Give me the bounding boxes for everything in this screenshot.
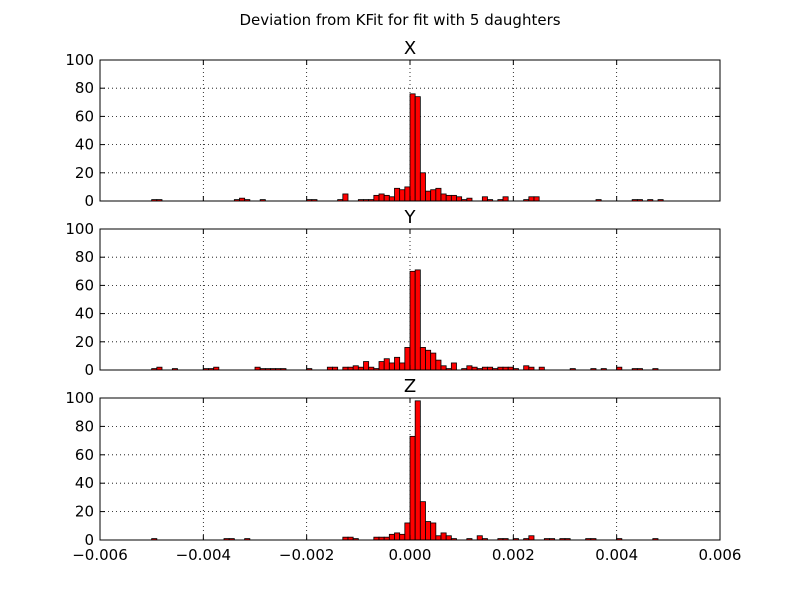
histogram-bar [445, 194, 452, 202]
histogram-bar [528, 535, 535, 541]
histogram-bar [409, 270, 416, 371]
y-tick-label: 100 [65, 51, 94, 69]
panel-title: Y [404, 207, 417, 228]
histogram-bar [430, 522, 437, 541]
histogram-bar [404, 186, 411, 202]
y-tick-label: 40 [75, 136, 94, 154]
histogram-bar [440, 532, 447, 541]
histogram-bar [414, 96, 421, 202]
histogram-bar [388, 362, 395, 371]
histogram-bar [388, 533, 395, 541]
y-tick-label: 20 [75, 503, 94, 521]
histogram-bar [450, 194, 457, 202]
histogram-bar [456, 196, 463, 202]
histogram-bar [414, 269, 421, 371]
histogram-bar [409, 93, 416, 202]
y-tick-label: 40 [75, 474, 94, 492]
x-tick-label: 0.002 [492, 546, 535, 564]
histogram-bar [399, 189, 406, 202]
histogram-bar [404, 522, 411, 541]
histogram-bar [445, 535, 452, 541]
y-tick-label: 80 [75, 417, 94, 435]
histogram-bar [383, 194, 390, 202]
histogram-bar [502, 196, 509, 202]
histogram-bar [378, 193, 385, 202]
x-tick-label: −0.006 [72, 546, 128, 564]
histogram-bar [450, 362, 457, 371]
x-tick-label: 0.000 [389, 546, 432, 564]
histogram-bar [466, 365, 473, 371]
histogram-bar [373, 194, 380, 202]
histogram-bar [394, 187, 401, 202]
y-tick-label: 60 [75, 446, 94, 464]
histogram-bar [425, 349, 432, 371]
histogram-bar [435, 187, 442, 202]
y-tick-label: 60 [75, 107, 94, 125]
histogram-bar [399, 362, 406, 371]
y-tick-label: 0 [84, 192, 94, 210]
histogram-bar [533, 196, 540, 202]
histogram-bar [425, 521, 432, 541]
histogram-bar [414, 400, 421, 541]
histogram-bar [419, 172, 426, 202]
histogram-bar [425, 190, 432, 202]
y-tick-label: 20 [75, 333, 94, 351]
histogram-bar [476, 535, 483, 541]
histogram-bar [409, 435, 416, 541]
y-tick-label: 80 [75, 248, 94, 266]
histogram-bar [404, 347, 411, 371]
y-tick-label: 0 [84, 361, 94, 379]
histogram-bar [399, 533, 406, 541]
histogram-bar [435, 535, 442, 541]
y-tick-label: 40 [75, 305, 94, 323]
histogram-bar [352, 365, 359, 371]
histogram-bar [342, 193, 349, 202]
figure-title: Deviation from KFit for fit with 5 daugh… [239, 11, 560, 29]
histogram-bar [523, 365, 530, 371]
y-tick-label: 60 [75, 276, 94, 294]
y-tick-label: 100 [65, 389, 94, 407]
panel-title: X [404, 38, 416, 59]
histogram-bar [388, 196, 395, 202]
histogram-bar [383, 358, 390, 371]
y-tick-label: 80 [75, 79, 94, 97]
histogram-bar [363, 361, 370, 371]
histogram-bar [419, 501, 426, 541]
x-tick-label: −0.002 [279, 546, 335, 564]
histogram-bar [528, 196, 535, 202]
histogram-bar [394, 356, 401, 371]
histogram-bar [440, 193, 447, 202]
y-tick-label: 20 [75, 164, 94, 182]
y-tick-label: 100 [65, 220, 94, 238]
x-tick-label: −0.004 [176, 546, 232, 564]
x-tick-label: 0.004 [595, 546, 638, 564]
histogram-bar [435, 359, 442, 371]
histogram-bar [394, 532, 401, 541]
y-tick-label: 0 [84, 531, 94, 549]
x-tick-label: 0.006 [699, 546, 742, 564]
histogram-bar [378, 361, 385, 371]
histogram-bar [430, 189, 437, 202]
histogram-bar [481, 196, 488, 202]
histogram-bar [419, 347, 426, 371]
histogram-bar [430, 352, 437, 371]
panel-title: Z [404, 376, 416, 397]
histogram-bar [440, 365, 447, 371]
